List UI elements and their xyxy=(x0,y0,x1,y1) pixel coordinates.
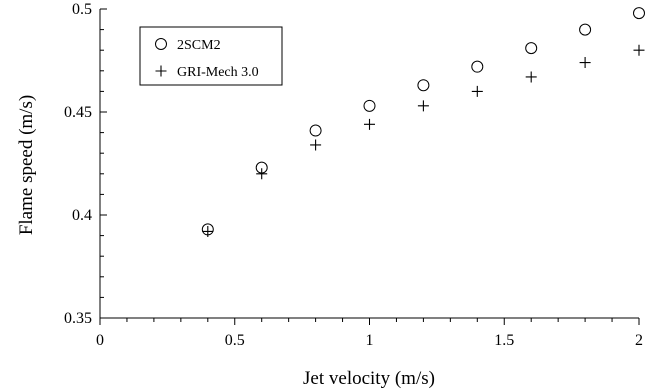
y-axis-ticks: 0.35 0.4 0.45 0.5 xyxy=(64,1,107,327)
y-tick-label: 0.4 xyxy=(72,207,92,224)
y-tick-label: 0.45 xyxy=(64,104,92,121)
data-point-circle xyxy=(417,79,430,92)
data-point-circle xyxy=(633,7,645,20)
legend-marker xyxy=(155,38,167,50)
legend-marker xyxy=(155,65,167,77)
y-axis-label: Flame speed (m/s) xyxy=(16,95,37,235)
data-point-plus xyxy=(633,44,645,56)
data-point-plus xyxy=(471,85,483,97)
axes-frame xyxy=(99,9,639,319)
x-tick-label: 2 xyxy=(635,332,643,349)
data-point-plus xyxy=(364,118,375,130)
legend-label: GRI-Mech 3.0 xyxy=(177,65,259,80)
data-series xyxy=(201,7,645,237)
series-2 xyxy=(202,44,645,237)
y-tick-label: 0.5 xyxy=(72,1,92,18)
data-point-plus xyxy=(202,225,214,237)
x-tick-label: 0.5 xyxy=(225,332,245,349)
data-point-plus xyxy=(579,57,591,69)
x-tick-label: 0 xyxy=(96,332,104,349)
data-point-circle xyxy=(363,99,376,112)
y-tick-label: 0.35 xyxy=(64,310,92,327)
data-point-circle xyxy=(579,23,592,36)
x-tick-label: 1.5 xyxy=(494,332,514,349)
x-axis-ticks: 0 0.5 1 1.5 2 xyxy=(96,318,643,349)
data-point-circle xyxy=(309,124,322,137)
data-point-plus xyxy=(310,139,322,151)
data-point-circle xyxy=(471,60,484,73)
x-tick-label: 1 xyxy=(366,332,374,349)
legend-label: 2SCM2 xyxy=(177,38,221,53)
data-point-plus xyxy=(525,71,537,83)
data-point-plus xyxy=(417,100,429,112)
legend: 2SCM2 GRI-Mech 3.0 xyxy=(139,26,283,86)
data-point-plus xyxy=(256,168,268,180)
x-axis-label: Jet velocity (m/s) xyxy=(303,368,435,389)
data-point-circle xyxy=(525,42,538,55)
legend-box xyxy=(139,26,283,86)
series-1 xyxy=(201,7,645,236)
